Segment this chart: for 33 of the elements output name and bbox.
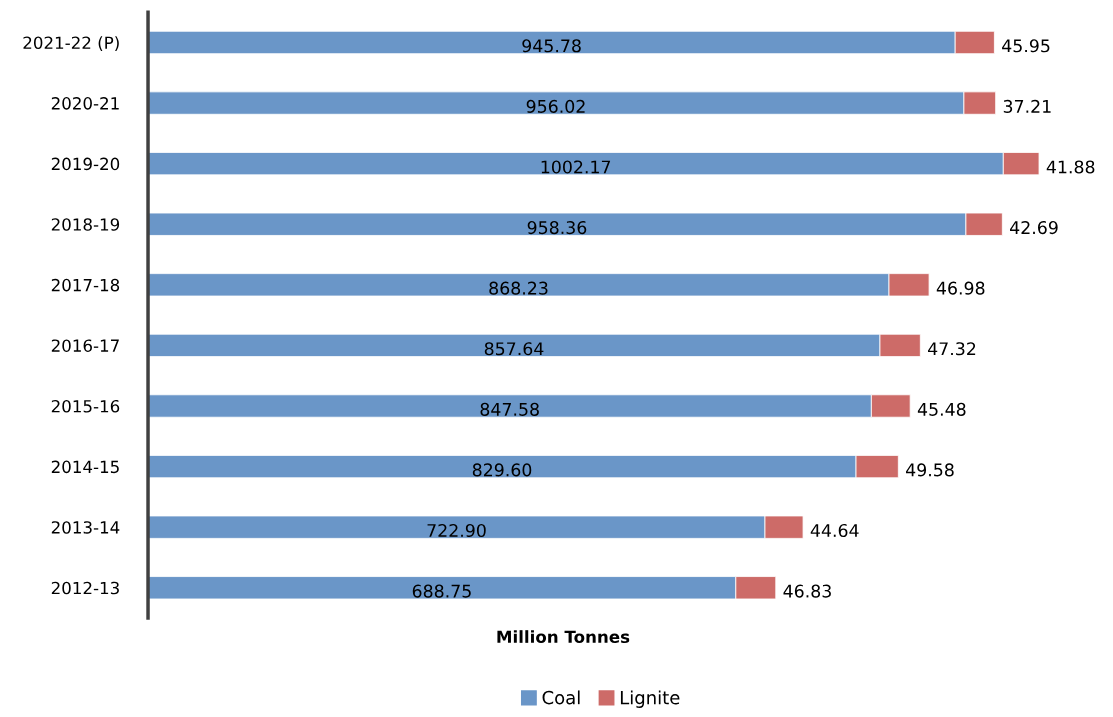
data-label: 847.58 <box>480 402 539 416</box>
y-tick-label: 2018-19 <box>51 218 120 231</box>
data-label: 37.21 <box>1003 99 1051 113</box>
legend-label: Coal <box>542 690 580 705</box>
data-label: 958.36 <box>527 220 587 235</box>
y-tick-label: 2020-21 <box>51 97 119 110</box>
legend-label: Lignite <box>620 690 680 708</box>
data-label: 956.02 <box>526 99 585 113</box>
data-label: 42.69 <box>1010 220 1058 235</box>
y-tick-label: 2017-18 <box>51 278 120 292</box>
y-tick-label: 2012-13 <box>51 581 119 595</box>
data-label: 722.90 <box>427 523 486 538</box>
data-label: 44.64 <box>810 523 859 538</box>
data-label: 688.75 <box>412 584 471 598</box>
data-label: 945.78 <box>522 39 581 53</box>
data-label: 857.64 <box>484 342 544 356</box>
data-label: 1002.17 <box>541 160 611 174</box>
data-label: 45.95 <box>1002 39 1050 53</box>
y-tick-label: 2014-15 <box>51 460 119 474</box>
x-axis-title: Million Tonnes <box>497 630 630 644</box>
data-label: 47.32 <box>928 342 976 356</box>
y-tick-label: 2013-14 <box>51 521 120 534</box>
y-tick-label: 2019-20 <box>51 157 120 171</box>
y-tick-label: 2015-16 <box>51 399 120 413</box>
data-label: 46.83 <box>783 584 831 598</box>
data-label: 41.88 <box>1046 160 1095 174</box>
data-label: 868.23 <box>489 281 548 295</box>
data-label: 49.58 <box>906 463 954 477</box>
data-label: 829.60 <box>472 463 532 477</box>
y-tick-label: 2021-22 (P) <box>23 36 119 52</box>
data-label: 45.48 <box>917 402 966 416</box>
y-tick-label: 2016-17 <box>51 339 119 352</box>
data-label: 46.98 <box>936 281 985 295</box>
